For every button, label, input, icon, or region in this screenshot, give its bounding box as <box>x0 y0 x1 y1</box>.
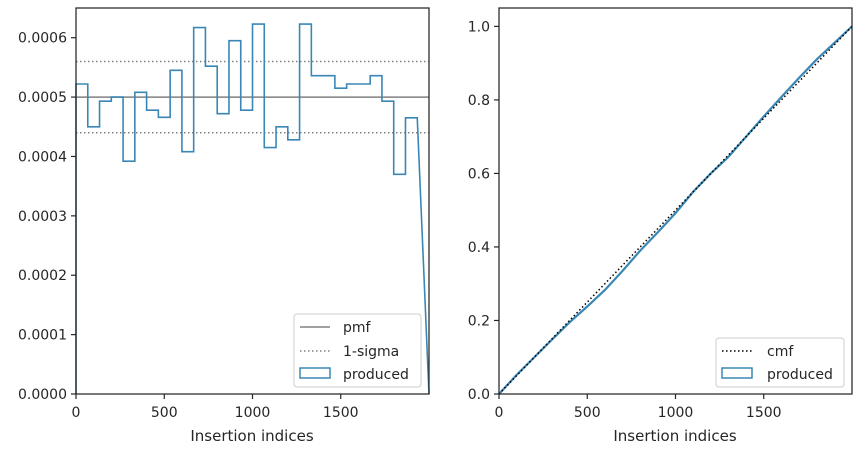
right-legend-box <box>715 337 845 388</box>
right-x-axis-label: Insertion indices <box>613 427 736 445</box>
right-y-tick-label: 1.0 <box>468 19 490 35</box>
right-legend: cmf produced <box>715 337 845 388</box>
right-y-tick-label: 0.8 <box>468 93 490 109</box>
left-y-tick-label: 0.0001 <box>18 328 67 344</box>
right-plot-area <box>498 25 853 395</box>
left-x-tick-label: 1000 <box>235 405 271 421</box>
left-x-axis-label: Insertion indices <box>190 427 313 445</box>
cmf-panel: 0.0 0.2 0.4 0.6 0.8 1.0 0 500 1000 1500 Insertio… <box>468 7 853 445</box>
pmf-panel: 0.0000 0.0001 0.0002 0.0003 0.0004 0.0005 0.00… <box>18 7 430 445</box>
left-x-ticks: 0 500 1000 1500 <box>72 394 359 421</box>
right-y-tick-label: 0.4 <box>468 240 490 256</box>
left-y-tick-label: 0.0006 <box>18 31 67 47</box>
left-x-tick-label: 500 <box>151 405 178 421</box>
legend-pmf-label: pmf <box>343 320 372 336</box>
left-plot-area <box>75 23 430 395</box>
produced-cumulative-series <box>498 25 853 395</box>
legend-cmf-label: cmf <box>767 344 794 360</box>
left-y-tick-label: 0.0005 <box>18 90 67 106</box>
right-x-tick-label: 500 <box>574 405 601 421</box>
right-y-tick-label: 0.0 <box>468 387 490 403</box>
left-y-tick-label: 0.0003 <box>18 209 67 225</box>
right-y-ticks: 0.0 0.2 0.4 0.6 0.8 1.0 <box>468 19 499 403</box>
right-x-tick-label: 1500 <box>746 405 782 421</box>
left-x-tick-label: 1500 <box>323 405 359 421</box>
right-x-tick-label: 1000 <box>658 405 694 421</box>
left-y-ticks: 0.0000 0.0001 0.0002 0.0003 0.0004 0.0005 0.00… <box>18 31 76 403</box>
legend-produced-label: produced <box>767 367 833 383</box>
left-y-tick-label: 0.0004 <box>18 149 67 165</box>
left-y-tick-label: 0.0000 <box>18 387 67 403</box>
right-x-ticks: 0 500 1000 1500 <box>495 394 782 421</box>
right-y-tick-label: 0.6 <box>468 166 490 182</box>
legend-1-sigma-label: 1-sigma <box>343 344 399 360</box>
left-legend: pmf 1-sigma produced <box>293 313 422 388</box>
right-y-tick-label: 0.2 <box>468 313 490 329</box>
produced-step-series <box>75 23 430 395</box>
right-x-tick-label: 0 <box>495 405 504 421</box>
left-y-tick-label: 0.0002 <box>18 268 67 284</box>
cmf-series <box>498 25 853 395</box>
right-axes-frame <box>498 7 853 395</box>
left-x-tick-label: 0 <box>72 405 81 421</box>
legend-produced-label: produced <box>343 367 409 383</box>
legend-produced-patch <box>721 367 753 379</box>
legend-produced-patch <box>299 367 331 379</box>
